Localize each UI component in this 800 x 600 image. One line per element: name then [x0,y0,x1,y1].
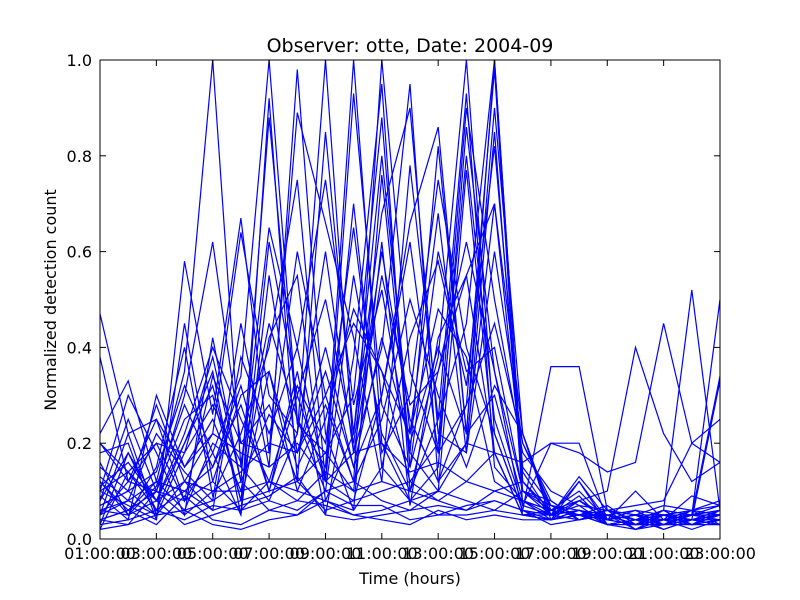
y-axis-ticks: 0.0 0.2 0.4 0.6 0.8 1.0 [67,51,720,549]
x-tick-label-4: 07:00:00 [233,544,305,563]
y-tick-label-3: 0.4 [67,338,92,357]
x-tick-label-11: 21:00:00 [628,544,700,563]
series-line-22 [99,297,721,531]
x-tick-label-12: 23:00:00 [684,544,756,563]
y-tick-label-1: 0.0 [67,530,92,549]
x-tick-label-8: 15:00:00 [459,544,531,563]
chart-title: Observer: otte, Date: 2004-09 [267,35,554,57]
x-tick-label-10: 19:00:00 [571,544,643,563]
x-tick-label-3: 05:00:00 [177,544,249,563]
series-line-15 [99,107,721,526]
series-line-31 [99,375,721,526]
x-tick-label-2: 03:00:00 [120,544,192,563]
x-axis-ticks: 01:00:0003:00:0005:00:0007:00:0009:00:00… [64,60,756,563]
x-tick-label-5: 09:00:00 [290,544,362,563]
y-tick-label-2: 0.2 [67,434,92,453]
series-line-32 [99,442,721,526]
y-tick-label-6: 1.0 [67,51,92,70]
series-line-26 [99,490,721,526]
y-tick-label-4: 0.6 [67,243,92,262]
y-axis-label: Normalized detection count [41,189,60,411]
x-tick-label-6: 11:00:00 [346,544,418,563]
series-layer [99,59,721,531]
y-tick-label-5: 0.8 [67,147,92,166]
x-tick-label-9: 17:00:00 [515,544,587,563]
plot-frame [99,59,721,540]
x-tick-label-1: 01:00:00 [64,544,136,563]
series-line-28 [99,323,721,483]
x-tick-label-7: 13:00:00 [402,544,474,563]
x-axis-label: Time (hours) [358,569,461,588]
series-line-27 [99,299,721,531]
